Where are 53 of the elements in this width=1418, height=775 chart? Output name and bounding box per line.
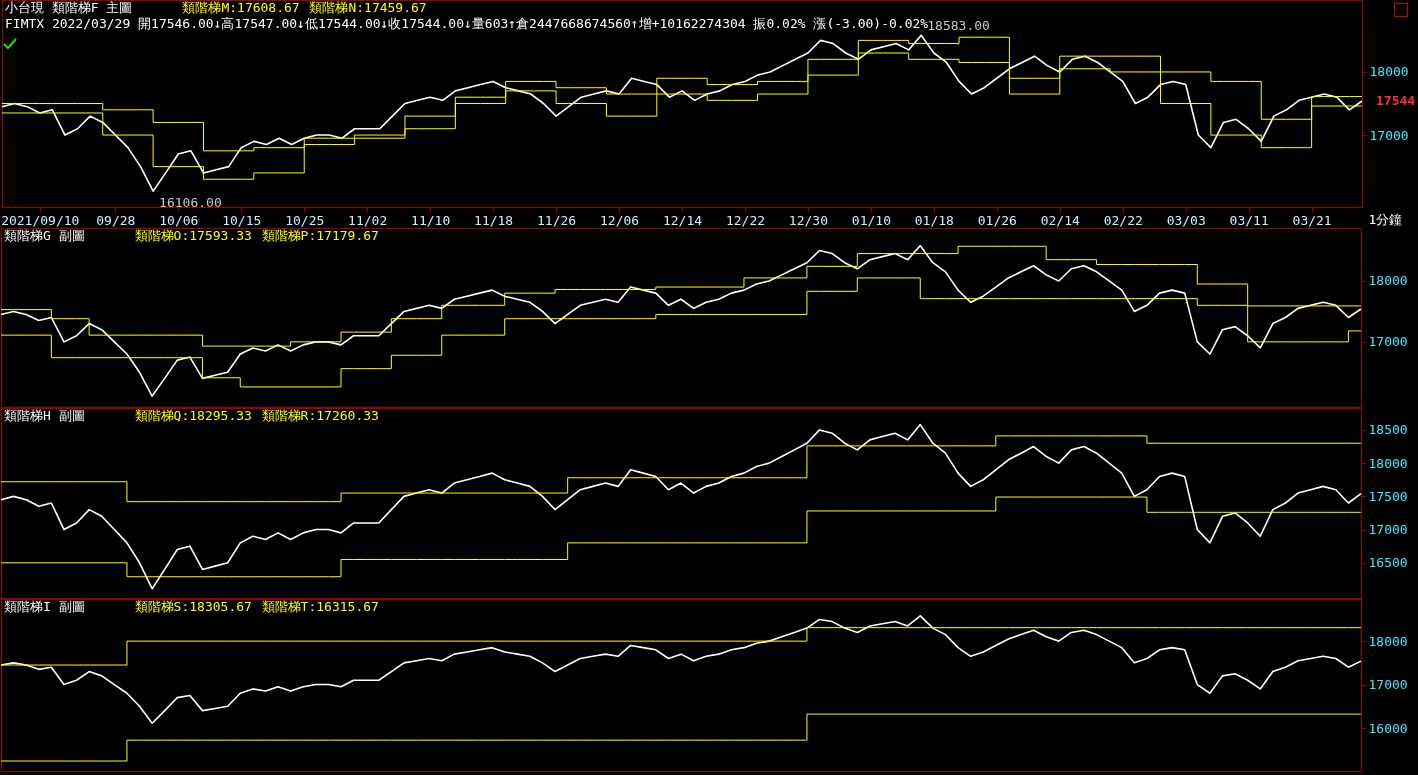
y-tick-label: 18000 bbox=[1368, 273, 1408, 289]
y-tick-label: 17500 bbox=[1368, 488, 1408, 504]
y-tick-label: 16500 bbox=[1368, 555, 1408, 571]
annotation: 類階梯S:18305.67 bbox=[134, 599, 252, 614]
annotation: 類階梯P:17179.67 bbox=[261, 228, 379, 243]
line-series bbox=[1, 34, 1363, 193]
x-tick-label: 11/02 bbox=[348, 212, 388, 228]
line-series bbox=[0, 244, 1362, 397]
x-tick-label: 12/22 bbox=[725, 212, 766, 228]
x-tick-label: 12/30 bbox=[788, 212, 828, 228]
annotation: 18583.00 bbox=[927, 18, 990, 34]
x-tick-label: 03/11 bbox=[1229, 212, 1269, 228]
x-tick-label: 01/18 bbox=[914, 212, 954, 228]
x-tick-label: 11/10 bbox=[411, 212, 451, 228]
x-tick-label: 12/14 bbox=[662, 212, 703, 228]
text: FIMTX 2022/03/29 開17546.00↓高17547.00↓低17544.00↓收17544.00↓量603↑倉2447668674560↑增+10162274304 振0.02% 漲(-3.00)-0.02% bbox=[5, 16, 929, 31]
annotation: 類階梯N:17459.67 bbox=[309, 0, 427, 15]
x-tick-label: 2021/09/10 bbox=[1, 212, 80, 228]
x-tick-label: 02/22 bbox=[1103, 212, 1143, 228]
chart-title: 小台現 類階梯F 主圖 bbox=[5, 0, 133, 15]
x-tick-label: 10/15 bbox=[222, 212, 262, 228]
x-tick-label: 11/18 bbox=[474, 212, 514, 228]
line-series bbox=[0, 423, 1362, 590]
y-tick-label: 17000 bbox=[1369, 127, 1409, 143]
chart-title: 類階梯H 副圖 bbox=[4, 408, 85, 423]
annotation: 16106.00 bbox=[159, 195, 222, 211]
y-tick-label: 18500 bbox=[1368, 422, 1408, 438]
chart-title: 類階梯I 副圖 bbox=[4, 599, 85, 614]
y-tick-label: 17000 bbox=[1368, 522, 1408, 538]
annotation: 類階梯Q:18295.33 bbox=[134, 408, 252, 423]
x-tick-label: 01/10 bbox=[851, 212, 891, 228]
annotation: 類階梯O:17593.33 bbox=[134, 228, 252, 243]
annotation: 類階梯T:16315.67 bbox=[261, 599, 379, 614]
text: 17544 bbox=[1376, 92, 1416, 108]
x-tick-label: 12/06 bbox=[599, 212, 640, 228]
chart-title: 類階梯G 副圖 bbox=[4, 228, 85, 243]
x-tick-label: 03/03 bbox=[1166, 212, 1206, 228]
x-axis-title: 1分鐘 bbox=[1368, 211, 1403, 227]
x-tick-label: 10/25 bbox=[285, 212, 325, 228]
annotation: 類階梯R:17260.33 bbox=[261, 408, 379, 423]
x-tick-label: 10/06 bbox=[159, 212, 199, 228]
y-tick-label: 17000 bbox=[1368, 334, 1408, 350]
annotation: 類階梯M:17608.67 bbox=[182, 0, 300, 15]
x-tick-label: 02/14 bbox=[1040, 212, 1081, 228]
y-tick-label: 18000 bbox=[1368, 633, 1408, 649]
y-tick-label: 17000 bbox=[1368, 677, 1408, 693]
y-tick-label: 18000 bbox=[1368, 455, 1408, 471]
y-tick-label: 16000 bbox=[1368, 720, 1408, 736]
y-tick-label: 18000 bbox=[1369, 64, 1409, 80]
x-tick-label: 03/21 bbox=[1292, 212, 1332, 228]
x-tick-label: 11/26 bbox=[537, 212, 577, 228]
x-tick-label: 09/28 bbox=[96, 212, 136, 228]
x-tick-label: 01/26 bbox=[977, 212, 1017, 228]
